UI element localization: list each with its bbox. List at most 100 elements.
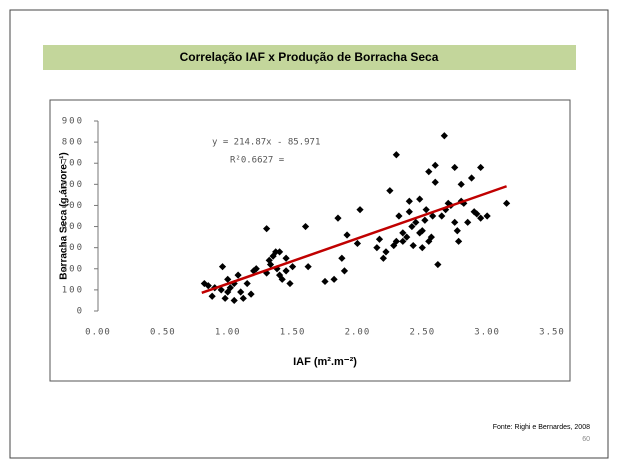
- point: [243, 279, 251, 288]
- point: [392, 151, 400, 159]
- point: [457, 180, 465, 188]
- y-tick-label: 0: [77, 307, 84, 317]
- point: [379, 254, 387, 262]
- point: [429, 212, 437, 220]
- x-tick-label: 2.00: [345, 328, 371, 338]
- x-tick-label: 1.00: [215, 328, 241, 338]
- y-tick-label: 200: [62, 264, 84, 274]
- point: [403, 233, 411, 241]
- point: [282, 267, 290, 275]
- point: [460, 199, 468, 207]
- point: [412, 218, 420, 226]
- y-axis-title: Borracha Seca (g.árvore⁻¹): [59, 152, 70, 280]
- point: [200, 279, 208, 288]
- point: [467, 174, 476, 182]
- point: [278, 275, 286, 283]
- point: [288, 263, 297, 271]
- point: [386, 187, 394, 195]
- point: [431, 178, 439, 186]
- page-number: 60: [582, 436, 590, 443]
- point: [416, 229, 424, 237]
- point: [399, 237, 407, 245]
- point: [250, 267, 258, 275]
- point: [221, 294, 229, 302]
- point: [408, 222, 416, 231]
- point: [247, 290, 255, 298]
- point: [340, 267, 349, 275]
- y-tick-label: 600: [62, 180, 84, 190]
- point: [286, 279, 294, 288]
- point: [431, 161, 439, 169]
- y-tick-label: 800: [62, 138, 84, 148]
- slide-title: Correlação IAF x Produção de Borracha Se…: [180, 50, 439, 64]
- point: [405, 197, 413, 205]
- x-tick-label: 3.50: [539, 328, 565, 338]
- x-tick-label: 3.00: [474, 328, 500, 338]
- point: [338, 254, 346, 262]
- trendline: [201, 185, 508, 295]
- x-tick-label: 2.50: [409, 328, 435, 338]
- point: [239, 294, 247, 302]
- chart-frame: [49, 99, 571, 382]
- point: [409, 241, 417, 250]
- point: [453, 227, 461, 235]
- y-tick-label: 700: [62, 159, 84, 169]
- point: [418, 244, 426, 252]
- point: [343, 231, 351, 239]
- point: [263, 225, 271, 233]
- point: [440, 132, 448, 140]
- point: [473, 210, 481, 218]
- x-tick-label: 0.50: [150, 328, 176, 338]
- y-tick-label: 900: [62, 117, 84, 127]
- point: [208, 292, 216, 300]
- title-bar: [43, 45, 576, 70]
- y-tick-label: 300: [62, 243, 84, 253]
- x-axis-title: IAF (m².m⁻²): [293, 356, 357, 368]
- source: Fonte: Righi e Bernardes, 2008: [493, 424, 590, 431]
- point: [204, 282, 212, 290]
- point: [353, 239, 362, 248]
- point: [237, 288, 245, 296]
- point: [425, 168, 433, 176]
- point: [421, 216, 429, 224]
- point: [434, 260, 442, 269]
- y-tick-label: 100: [62, 285, 84, 295]
- point: [422, 206, 430, 214]
- point: [321, 277, 329, 286]
- r-squared: R²0.6627 =: [230, 156, 285, 166]
- point: [390, 241, 398, 250]
- point: [451, 163, 459, 172]
- y-tick-label: 400: [62, 222, 84, 232]
- point: [330, 275, 338, 283]
- point: [334, 214, 342, 222]
- point: [470, 208, 478, 216]
- x-tick-label: 1.50: [280, 328, 306, 338]
- point: [230, 296, 238, 305]
- equation: y = 214.87x - 85.971: [212, 138, 320, 148]
- point: [276, 271, 284, 279]
- point: [272, 248, 280, 256]
- point: [451, 218, 459, 226]
- point: [234, 271, 242, 279]
- point: [218, 263, 227, 271]
- point: [483, 212, 491, 220]
- point: [269, 252, 277, 260]
- point: [266, 260, 275, 269]
- point: [282, 254, 290, 262]
- point: [477, 163, 485, 172]
- point: [301, 222, 310, 231]
- point: [405, 208, 413, 216]
- x-tick-label: 0.00: [85, 328, 111, 338]
- point: [503, 199, 511, 207]
- point: [226, 284, 234, 292]
- point: [464, 218, 472, 226]
- point: [276, 248, 284, 256]
- point: [477, 214, 485, 222]
- point: [418, 227, 426, 235]
- point: [373, 244, 381, 252]
- point: [375, 235, 384, 243]
- point: [395, 212, 403, 220]
- point: [217, 286, 225, 294]
